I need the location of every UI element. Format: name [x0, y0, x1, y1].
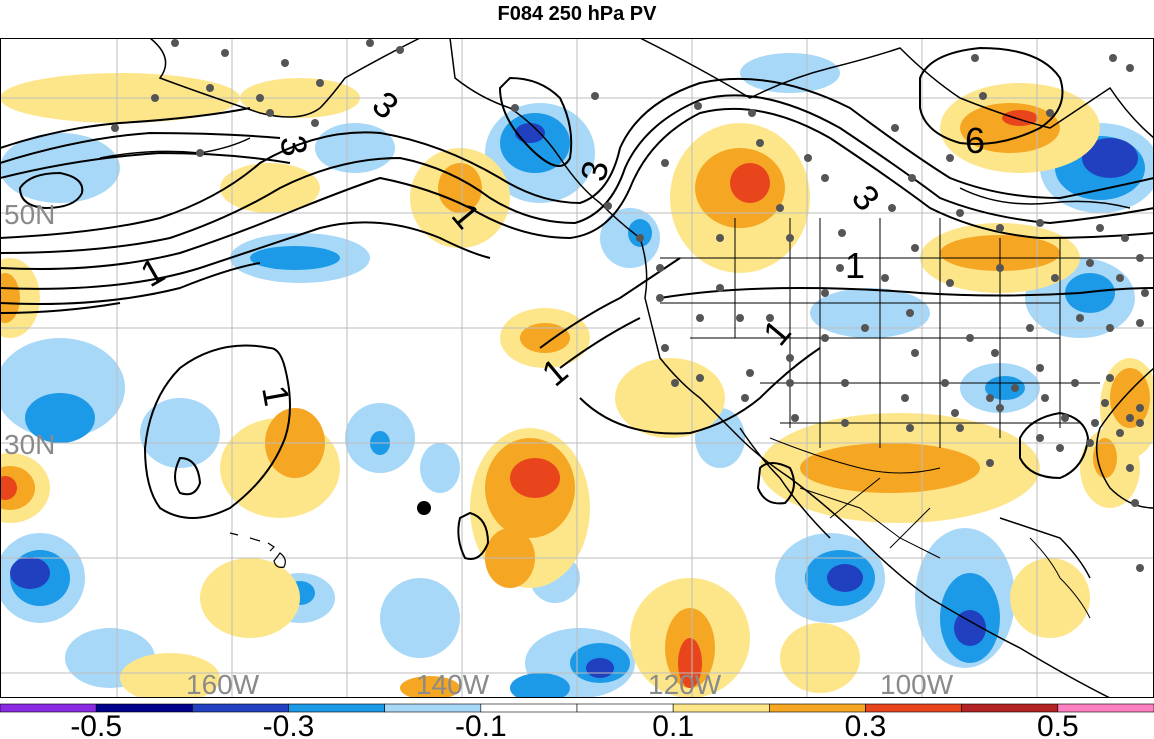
contour-label: 1 [254, 382, 298, 409]
mexico-borders [769, 437, 1091, 619]
negative-anomaly-deep [10, 123, 1138, 678]
grid-labels: 50N 30N 160W 140W 120W 100W [4, 199, 954, 698]
pv-map: 1 1 1 1 1 1 3 3 3 3 6 [0, 38, 1154, 698]
contour-label: 3 [272, 132, 316, 159]
station-dots [111, 39, 1149, 572]
color-bar-tick-label: 0.5 [1037, 710, 1079, 739]
color-bar-tick-label: -0.3 [263, 710, 315, 739]
color-bar-tick-label: 0.1 [652, 710, 694, 739]
lon-label-100w: 100W [880, 669, 954, 698]
positive-anomaly-strong [0, 110, 1038, 688]
pv-contours [0, 46, 1154, 560]
color-bar-cells [0, 703, 1154, 713]
contour-label: 3 [844, 177, 888, 219]
map-title: F084 250 hPa PV [497, 3, 657, 25]
contour-label: 3 [365, 83, 407, 127]
color-bar-ticks: -0.5 -0.3 -0.1 0.1 0.3 0.5 [70, 710, 1078, 739]
color-bar-tick-label: -0.1 [455, 710, 507, 739]
contour-label: 1 [755, 311, 799, 353]
lat-label-30n: 30N [4, 429, 55, 460]
color-bar-tick-label: 0.3 [845, 710, 887, 739]
color-bar-tick-label: -0.5 [70, 710, 122, 739]
contour-label: 6 [965, 120, 985, 161]
color-bar: -0.5 -0.3 -0.1 0.1 0.3 0.5 [0, 703, 1154, 739]
color-bar-cell [1057, 703, 1154, 713]
marker-point [417, 501, 431, 515]
contour-label: 1 [845, 245, 865, 286]
lat-label-50n: 50N [4, 199, 55, 230]
lon-label-120w: 120W [648, 669, 722, 698]
lon-label-140w: 140W [416, 669, 490, 698]
lon-label-160w: 160W [186, 669, 260, 698]
hawaii-islands [229, 532, 286, 568]
